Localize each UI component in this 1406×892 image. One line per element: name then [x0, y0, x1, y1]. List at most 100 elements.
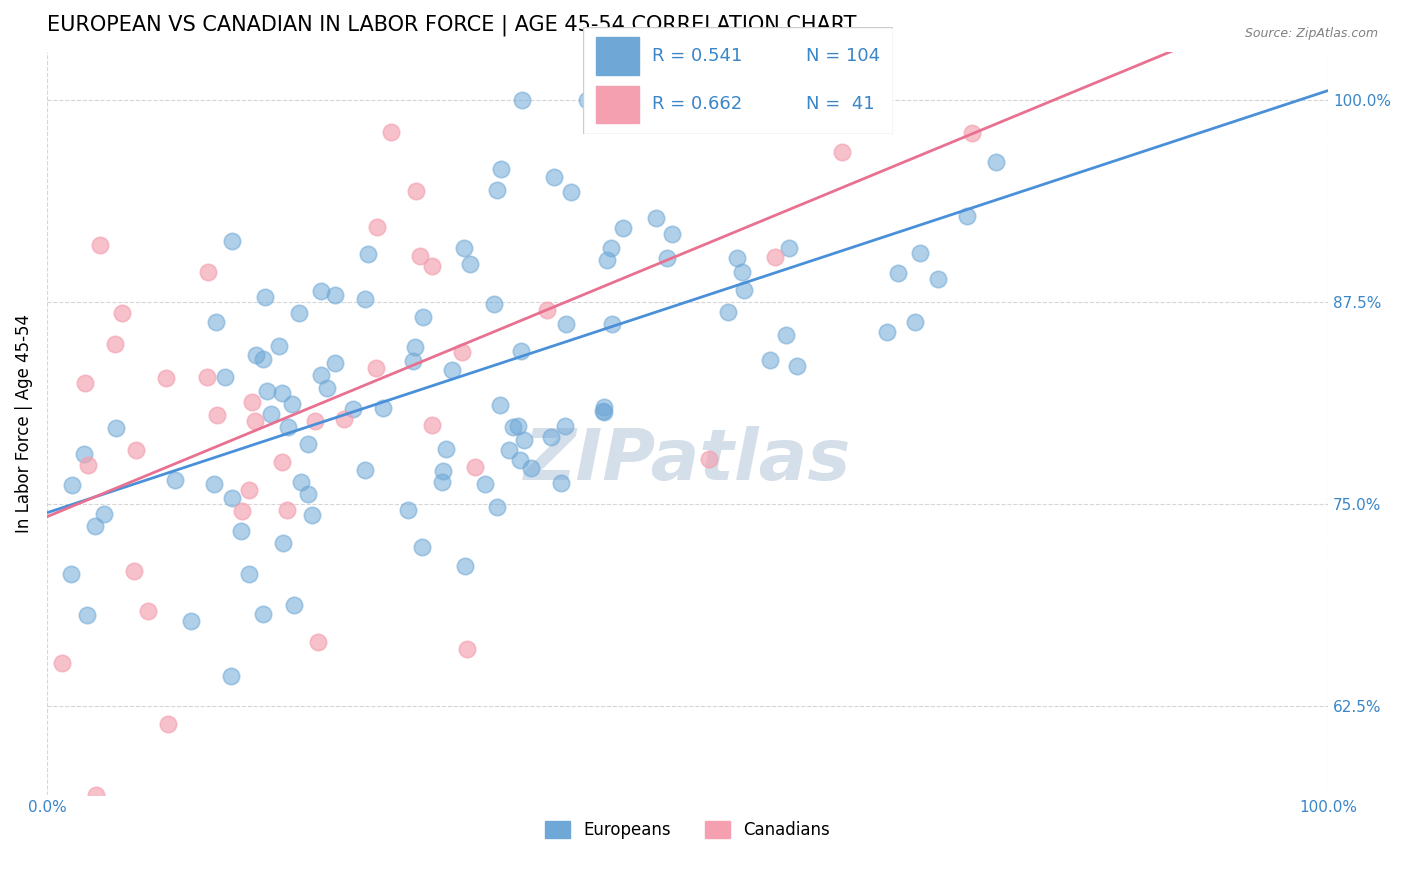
Text: EUROPEAN VS CANADIAN IN LABOR FORCE | AGE 45-54 CORRELATION CHART: EUROPEAN VS CANADIAN IN LABOR FORCE | AG…	[46, 15, 856, 37]
Europeans	[717, 305, 740, 319]
Europeans	[454, 558, 477, 573]
Europeans	[353, 463, 375, 477]
FancyBboxPatch shape	[596, 86, 640, 123]
Europeans	[555, 317, 578, 331]
Europeans	[440, 363, 463, 377]
Europeans	[297, 487, 319, 501]
Europeans	[506, 418, 529, 433]
Canadians	[124, 564, 146, 578]
Canadians	[75, 376, 97, 390]
Europeans	[876, 325, 898, 339]
Europeans	[512, 93, 534, 107]
Europeans	[489, 161, 512, 176]
Canadians	[464, 460, 486, 475]
Europeans	[371, 401, 394, 415]
Europeans	[202, 477, 225, 491]
Europeans	[986, 154, 1008, 169]
Europeans	[84, 519, 107, 533]
Canadians	[333, 412, 356, 426]
Canadians	[155, 371, 177, 385]
Europeans	[219, 669, 242, 683]
Europeans	[245, 348, 267, 362]
Europeans	[600, 318, 623, 332]
Canadians	[307, 635, 329, 649]
Europeans	[412, 310, 434, 325]
Canadians	[243, 414, 266, 428]
Canadians	[364, 361, 387, 376]
Europeans	[733, 284, 755, 298]
Europeans	[869, 113, 891, 128]
Europeans	[554, 419, 576, 434]
Canadians	[536, 302, 558, 317]
Europeans	[180, 614, 202, 628]
Europeans	[430, 475, 453, 490]
Europeans	[725, 252, 748, 266]
Canadians	[672, 93, 695, 107]
Europeans	[498, 443, 520, 458]
Europeans	[458, 257, 481, 271]
Canadians	[242, 394, 264, 409]
Europeans	[887, 266, 910, 280]
Europeans	[105, 421, 128, 435]
Canadians	[51, 656, 73, 670]
Europeans	[513, 434, 536, 448]
Canadians	[714, 115, 737, 129]
Europeans	[269, 339, 291, 353]
Canadians	[77, 458, 100, 472]
Europeans	[60, 567, 83, 582]
Europeans	[252, 351, 274, 366]
Legend: Europeans, Canadians: Europeans, Canadians	[538, 814, 837, 846]
Canadians	[136, 603, 159, 617]
Canadians	[125, 442, 148, 457]
Europeans	[550, 475, 572, 490]
Text: R = 0.662: R = 0.662	[651, 95, 742, 112]
Canadians	[231, 504, 253, 518]
Europeans	[509, 452, 531, 467]
Europeans	[432, 464, 454, 478]
Canadians	[195, 369, 218, 384]
Text: N =  41: N = 41	[806, 95, 875, 112]
Text: Source: ZipAtlas.com: Source: ZipAtlas.com	[1244, 27, 1378, 40]
Europeans	[290, 475, 312, 490]
Europeans	[93, 507, 115, 521]
Europeans	[740, 115, 762, 129]
Europeans	[315, 381, 337, 395]
Europeans	[205, 315, 228, 329]
Europeans	[277, 420, 299, 434]
Europeans	[731, 265, 754, 279]
Canadians	[304, 414, 326, 428]
Canadians	[104, 336, 127, 351]
Text: N = 104: N = 104	[806, 46, 880, 64]
Canadians	[111, 306, 134, 320]
Europeans	[411, 540, 433, 554]
Europeans	[655, 252, 678, 266]
Europeans	[165, 473, 187, 487]
Europeans	[596, 253, 619, 268]
Europeans	[543, 169, 565, 184]
Europeans	[221, 234, 243, 248]
Europeans	[309, 284, 332, 298]
Europeans	[661, 227, 683, 241]
Canadians	[366, 219, 388, 234]
Europeans	[486, 500, 509, 514]
Europeans	[482, 296, 505, 310]
Text: ZIPatlas: ZIPatlas	[524, 425, 851, 495]
Europeans	[560, 185, 582, 199]
Canadians	[831, 145, 853, 160]
Europeans	[283, 598, 305, 612]
Canadians	[960, 127, 983, 141]
Europeans	[60, 477, 83, 491]
Canadians	[271, 455, 294, 469]
Europeans	[323, 356, 346, 370]
Canadians	[405, 184, 427, 198]
Europeans	[260, 407, 283, 421]
Europeans	[474, 477, 496, 491]
Europeans	[540, 430, 562, 444]
Europeans	[271, 536, 294, 550]
Europeans	[325, 288, 347, 302]
Europeans	[592, 404, 614, 418]
FancyBboxPatch shape	[596, 37, 640, 75]
Europeans	[342, 402, 364, 417]
Europeans	[786, 359, 808, 373]
Europeans	[904, 315, 927, 329]
